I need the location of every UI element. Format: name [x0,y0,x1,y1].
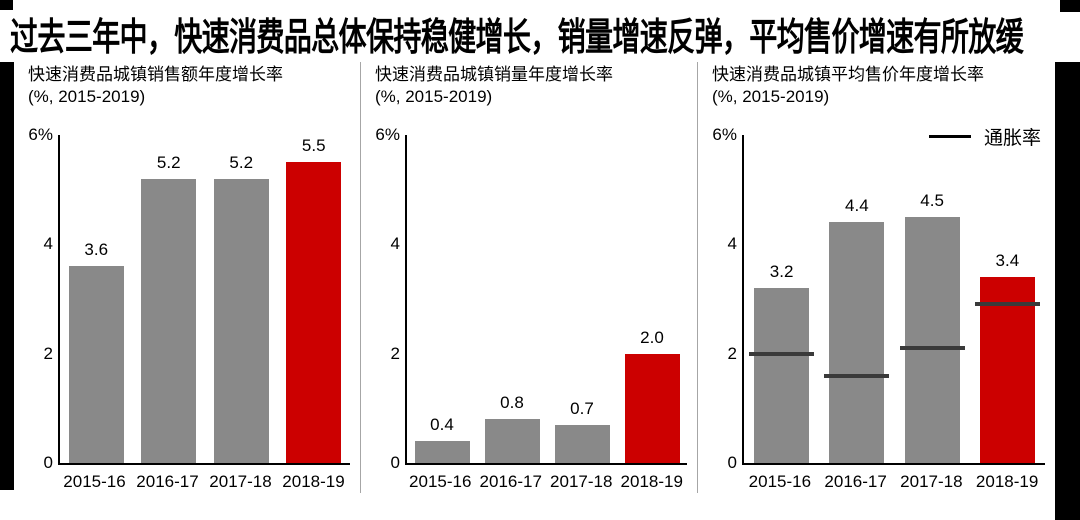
inflation-line-icon [928,135,971,138]
bar-value-label: 4.4 [845,196,869,216]
inflation-marker-2016-17 [824,373,890,378]
right-edge-bar [1055,62,1080,520]
inflation-marker-2018-19 [974,302,1040,307]
bar-value-label: 0.7 [570,398,594,418]
y-axis-tick-label: 2 [390,343,400,363]
bars-group: 3.2 4.4 4.5 3.4 [744,135,1045,463]
y-axis-tick-label: 2 [43,343,53,363]
bar-slot-2016-17: 0.8 [484,135,540,463]
bar-2017-18 [904,217,960,463]
bar-value-label: 3.4 [995,251,1020,271]
x-axis-label: 2018-19 [282,472,345,491]
x-axis-label: 2015-16 [409,472,472,491]
x-axis-label: 2017-18 [900,472,963,491]
y-axis-tick-label: 0 [390,453,400,472]
chart-title-line2: (%, 2015-2019) [28,87,146,106]
y-axis-tick-label: 2 [727,343,737,363]
top-left-corner-block [0,0,13,10]
bars-group: 0.4 0.8 0.7 2.0 [407,135,687,463]
x-axis-label: 2016-17 [479,472,542,491]
bars-group: 3.6 5.2 5.2 5.5 [60,135,350,463]
bar-value-label: 0.4 [430,415,454,435]
inflation-marker-2017-18 [899,346,965,351]
bar-2016-17 [829,222,885,463]
x-axis-label: 2016-17 [136,472,199,491]
page-title: 过去三年中，快速消费品总体保持稳健增长，销量增速反弹，平均售价增速有所放缓 [10,17,1024,59]
inflation-marker-2015-16 [749,351,815,356]
bar-slot-2016-17: 5.2 [141,135,197,463]
chart-title-line1: 快速消费品城镇平均售价年度增长率 [712,65,984,84]
bar-slot-2017-18: 4.5 [899,135,965,463]
bar-slot-2018-19: 2.0 [624,135,680,463]
chart-panel-average-price: 快速消费品城镇平均售价年度增长率 (%, 2015-2019) 通胀率 6% 4 2… [698,62,1055,520]
bar-slot-2017-18: 5.2 [213,135,269,463]
plot-area: 6% 4 2 0 0.4 0.8 0.7 2.0 [375,125,687,472]
x-axis-labels: 2015-16 2016-17 2017-18 2018-19 [58,472,350,494]
bar-slot-2018-19: 5.5 [286,135,342,463]
chart-title-line1: 快速消费品城镇销量年度增长率 [375,65,613,84]
chart-panel-sales-value: 快速消费品城镇销售额年度增长率 (%, 2015-2019) 6% 4 2 0 3.6 5… [14,62,360,520]
legend: 通胀率 [928,123,1041,150]
bar-2015-16 [68,266,124,463]
bar-2017-18 [213,178,269,463]
bar-2016-17 [141,178,197,463]
chart-title: 快速消费品城镇销量年度增长率 (%, 2015-2019) [375,64,613,108]
x-axis-label: 2018-19 [620,472,683,491]
plot-area: 6% 4 2 0 3.6 5.2 5.2 5.5 [28,125,350,472]
bar-slot-2018-19: 3.4 [974,135,1040,463]
x-axis-label: 2017-18 [550,472,613,491]
bar-value-label: 2.0 [640,327,664,347]
chart-title-line2: (%, 2015-2019) [712,87,830,106]
chart-title: 快速消费品城镇销售额年度增长率 (%, 2015-2019) [28,64,283,108]
bar-2018-19 [286,162,342,463]
charts-row: 快速消费品城镇销售额年度增长率 (%, 2015-2019) 6% 4 2 0 3.6 5… [14,62,1055,520]
x-axis-labels: 2015-16 2016-17 2017-18 2018-19 [742,472,1045,494]
chart-panel-sales-volume: 快速消费品城镇销量年度增长率 (%, 2015-2019) 6% 4 2 0 0.4 0.… [361,62,697,520]
bar-2015-16 [414,441,470,463]
legend-label: 通胀率 [983,128,1041,149]
bar-2015-16 [754,288,810,463]
bar-value-label: 5.2 [229,152,254,172]
x-axis-labels: 2015-16 2016-17 2017-18 2018-19 [405,472,687,494]
bar-value-label: 4.5 [920,191,944,210]
y-axis-tick-label: 4 [727,234,737,254]
plot-area: 通胀率 6% 4 2 0 3.2 4.4 4.5 3.4 [712,125,1045,472]
bar-2018-19 [979,277,1035,463]
bar-slot-2015-16: 0.4 [414,135,470,463]
y-axis-tick-label: 4 [390,234,400,254]
top-right-corner-block [1060,0,1080,12]
chart-title-line2: (%, 2015-2019) [375,87,493,106]
y-axis-tick-label: 0 [43,453,53,472]
chart-title: 快速消费品城镇平均售价年度增长率 (%, 2015-2019) [712,64,984,108]
y-axis-tick-label: 0 [727,453,737,472]
y-axis-tick-label: 6% [28,125,53,144]
x-axis-label: 2018-19 [975,472,1039,491]
bar-value-label: 5.2 [156,152,181,172]
y-axis-tick-label: 6% [712,125,737,144]
left-edge-bar [0,62,14,490]
y-axis-tick-label: 4 [43,234,53,254]
bar-slot-2015-16: 3.2 [749,135,815,463]
panel-divider [697,62,698,493]
bar-value-label: 0.8 [500,393,524,413]
bar-2018-19 [624,353,680,463]
bar-slot-2015-16: 3.6 [68,135,124,463]
x-axis-label: 2016-17 [824,472,887,491]
bar-value-label: 3.2 [769,262,794,282]
panel-divider [360,62,361,493]
x-axis-label: 2015-16 [63,472,126,491]
bar-value-label: 5.5 [301,136,326,156]
bar-2016-17 [484,419,540,463]
bar-slot-2016-17: 4.4 [824,135,890,463]
bar-value-label: 3.6 [84,240,109,260]
bar-2017-18 [554,424,610,463]
bar-slot-2017-18: 0.7 [554,135,610,463]
x-axis-label: 2017-18 [209,472,272,491]
chart-title-line1: 快速消费品城镇销售额年度增长率 [28,65,283,84]
x-axis-label: 2015-16 [748,472,812,491]
y-axis-tick-label: 6% [375,125,400,144]
